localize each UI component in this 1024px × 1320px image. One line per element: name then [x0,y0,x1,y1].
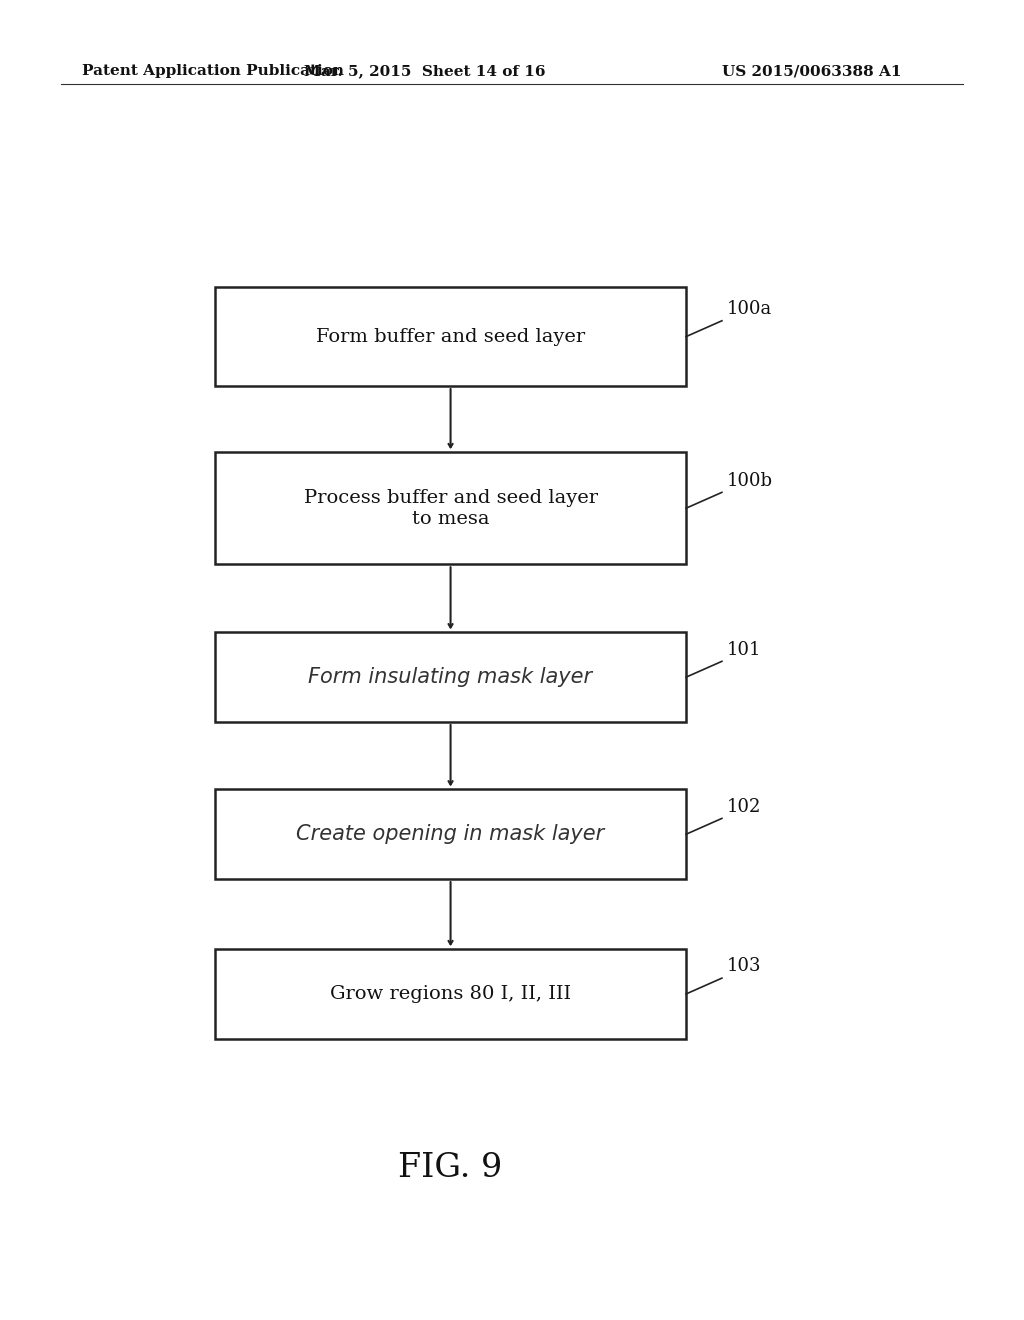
Text: Form insulating mask layer: Form insulating mask layer [308,667,593,688]
Text: FIG. 9: FIG. 9 [398,1152,503,1184]
Text: 102: 102 [727,797,762,816]
Bar [215,949,686,1039]
Text: 100b: 100b [727,471,773,490]
Text: Create opening in mask layer: Create opening in mask layer [296,824,605,845]
Text: Mar. 5, 2015  Sheet 14 of 16: Mar. 5, 2015 Sheet 14 of 16 [304,65,546,78]
Text: 103: 103 [727,957,762,975]
Bar [215,789,686,879]
Text: 100a: 100a [727,300,772,318]
Bar [215,288,686,385]
Text: Form buffer and seed layer: Form buffer and seed layer [316,327,585,346]
Text: Grow regions 80 I, II, III: Grow regions 80 I, II, III [330,985,571,1003]
Text: 101: 101 [727,640,762,659]
Bar [215,632,686,722]
Text: Process buffer and seed layer
to mesa: Process buffer and seed layer to mesa [303,488,598,528]
Text: US 2015/0063388 A1: US 2015/0063388 A1 [722,65,901,78]
Bar [215,451,686,565]
Text: Patent Application Publication: Patent Application Publication [82,65,344,78]
